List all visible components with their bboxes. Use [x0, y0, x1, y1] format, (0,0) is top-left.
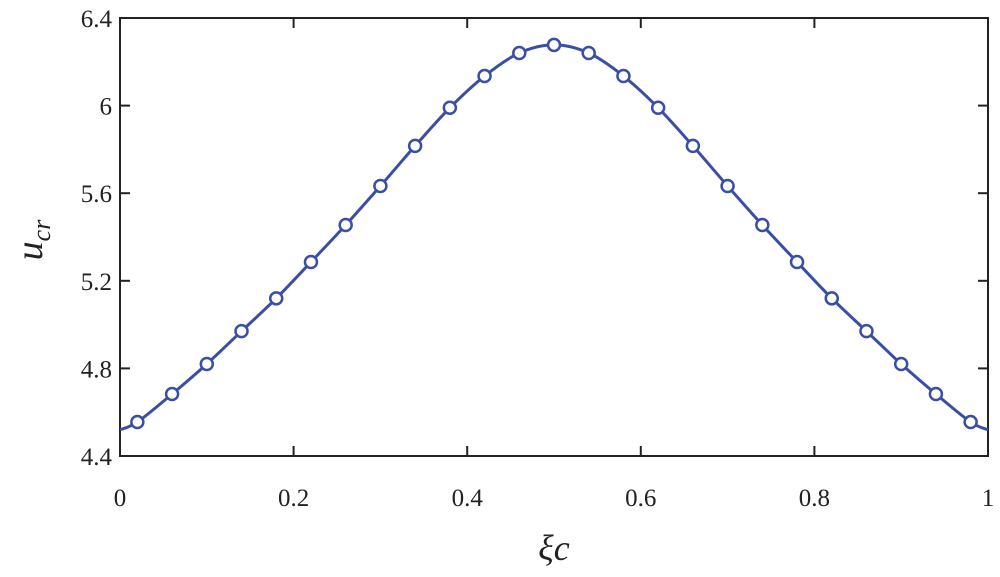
marker	[789, 254, 805, 270]
marker	[755, 217, 770, 233]
marker	[685, 138, 701, 154]
marker	[407, 138, 423, 154]
marker	[928, 386, 944, 402]
marker	[164, 386, 180, 402]
marker	[859, 323, 874, 339]
marker	[234, 323, 249, 339]
marker	[546, 37, 562, 53]
x-tick-label: 1	[982, 485, 995, 512]
marker	[303, 254, 319, 270]
marker	[268, 291, 284, 306]
x-tick-label: 0.8	[799, 485, 830, 512]
marker	[963, 414, 978, 430]
marker	[824, 291, 840, 306]
marker	[720, 178, 735, 194]
marker	[130, 414, 145, 430]
x-tick-label: 0	[114, 485, 127, 512]
y-tick-label: 5.6	[81, 181, 112, 208]
marker	[650, 100, 666, 116]
marker	[512, 45, 527, 61]
x-axis-label: ξc	[538, 528, 569, 568]
marker	[199, 356, 215, 372]
line	[119, 43, 989, 432]
x-tick-label: 0.4	[452, 485, 484, 512]
x-tick-label: 0.6	[625, 485, 656, 512]
marker	[442, 100, 458, 116]
y-axis-label: ucr	[9, 219, 56, 261]
y-tick-label: 6.4	[81, 6, 113, 33]
y-tick-label: 4.8	[81, 356, 112, 383]
y-axis-label-main: u	[9, 241, 51, 260]
marker	[581, 45, 596, 61]
y-axis-label-sub: cr	[27, 219, 56, 242]
marker	[477, 68, 492, 84]
marker	[893, 356, 909, 372]
y-tick-label: 6	[100, 94, 113, 121]
plot-frame	[119, 17, 989, 457]
x-tick-label: 0.2	[278, 485, 309, 512]
marker	[338, 217, 353, 233]
y-tick-label: 4.4	[81, 444, 113, 471]
marker	[616, 68, 631, 84]
y-tick-label: 5.2	[81, 269, 112, 296]
marker	[373, 178, 388, 194]
